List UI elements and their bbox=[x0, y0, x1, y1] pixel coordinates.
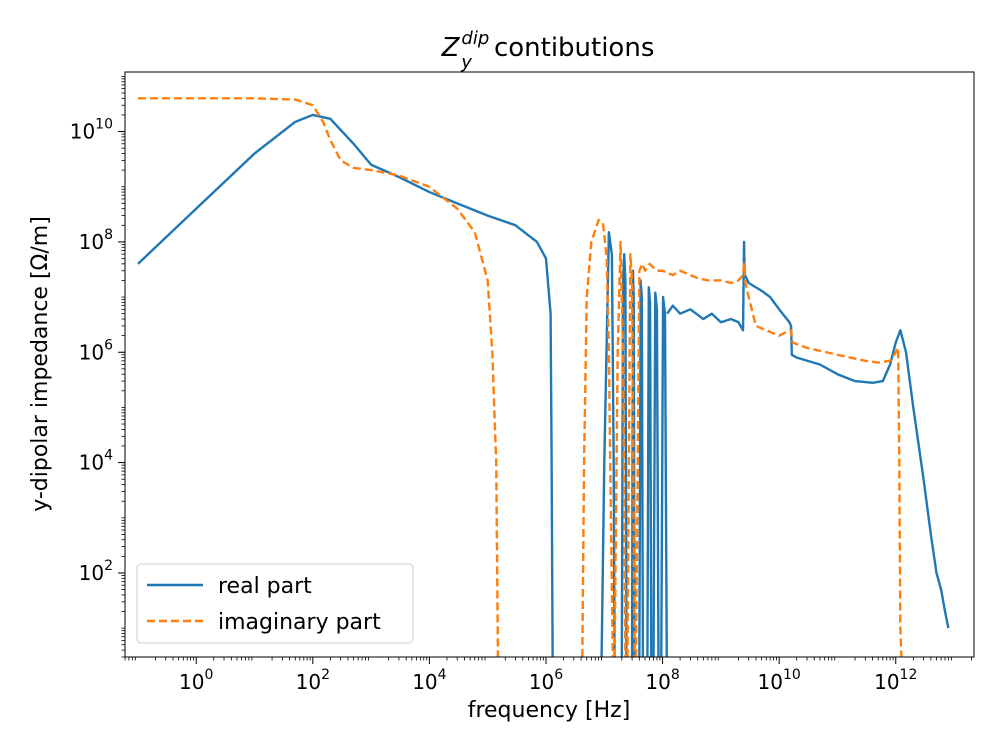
legend-label-real-part: real part bbox=[218, 574, 312, 599]
axes-frame bbox=[124, 71, 975, 658]
y-tick-label: 102 bbox=[79, 558, 113, 585]
real-part-line bbox=[600, 230, 616, 657]
x-axis-label: frequency [Hz] bbox=[468, 698, 631, 723]
y-tick-label: 106 bbox=[79, 337, 113, 364]
legend-box bbox=[136, 563, 414, 644]
real-part-line bbox=[638, 279, 645, 657]
imaginary-part-line bbox=[137, 97, 500, 657]
x-tick-label: 1012 bbox=[874, 667, 917, 694]
imaginary-part-line bbox=[613, 240, 627, 657]
x-tick-label: 1010 bbox=[758, 667, 801, 694]
imaginary-part-line bbox=[581, 218, 614, 657]
x-tick-label: 104 bbox=[412, 667, 446, 694]
y-tick-label: 104 bbox=[79, 448, 113, 475]
real-part-line bbox=[660, 295, 668, 657]
series-real-part bbox=[137, 113, 950, 657]
series-imaginary-part bbox=[137, 97, 903, 657]
real-part-line bbox=[137, 113, 554, 657]
real-part-line bbox=[666, 240, 950, 629]
x-tick-label: 100 bbox=[179, 667, 213, 694]
real-part-line bbox=[652, 291, 660, 657]
legend-label-imaginary-part: imaginary part bbox=[218, 610, 381, 635]
x-tick-label: 108 bbox=[645, 667, 679, 694]
plot-area: 100 102 104 106 108 1010 1012 102 104 106 108 1010 bbox=[70, 71, 975, 694]
x-tick-label: 102 bbox=[296, 667, 330, 694]
y-tick-label: 108 bbox=[79, 227, 113, 254]
real-part-line bbox=[646, 286, 653, 657]
y-tick-label: 1010 bbox=[70, 117, 113, 144]
legend: real part imaginary part bbox=[136, 563, 414, 644]
x-tick-label: 106 bbox=[529, 667, 563, 694]
imaginary-part-line bbox=[626, 252, 636, 657]
y-axis-label: y-dipolar impedance [Ω/m] bbox=[28, 216, 53, 512]
imaginary-part-line bbox=[634, 262, 903, 657]
